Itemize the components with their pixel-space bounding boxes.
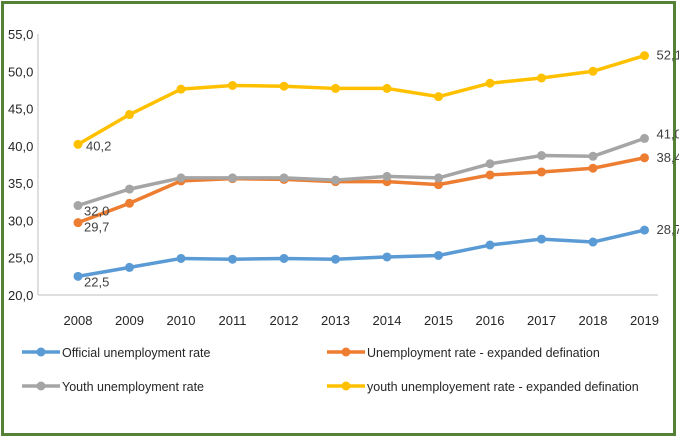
data-label: 22,5	[84, 274, 109, 289]
x-tick-label: 2008	[64, 313, 93, 328]
data-point	[382, 171, 392, 181]
data-label: 41,0	[657, 126, 680, 141]
y-tick-label: 25,0	[8, 251, 33, 266]
data-point	[485, 170, 495, 180]
x-tick-label: 2017	[527, 313, 556, 328]
x-tick-label: 2016	[476, 313, 505, 328]
data-point	[640, 51, 649, 61]
x-tick-label: 2014	[373, 313, 402, 328]
data-point	[279, 253, 289, 263]
x-tick-label: 2013	[321, 313, 350, 328]
data-point	[485, 240, 495, 250]
data-point	[176, 253, 186, 263]
data-label: 40,2	[86, 138, 111, 153]
series-line-4	[76, 53, 647, 147]
data-point	[588, 151, 598, 161]
legend-swatch-marker	[341, 381, 351, 391]
legend-label: Official unemployment rate	[62, 346, 210, 360]
data-point	[537, 234, 546, 244]
data-point	[125, 110, 134, 120]
x-tick-label: 2012	[270, 313, 299, 328]
legend-label: youth unemployement rate - expanded defi…	[367, 380, 639, 394]
legend-swatch-marker	[341, 347, 351, 357]
y-tick-label: 55,0	[8, 27, 33, 42]
x-tick-label: 2011	[219, 313, 247, 328]
x-tick-label: 2010	[167, 313, 196, 328]
data-point	[382, 83, 392, 93]
data-point	[228, 173, 237, 183]
data-point	[73, 271, 83, 281]
data-point	[125, 184, 134, 194]
data-point	[537, 73, 546, 83]
data-point	[176, 84, 186, 94]
x-tick-label: 2019	[630, 313, 659, 328]
data-label: 32,0	[84, 204, 109, 219]
data-point	[588, 237, 598, 247]
data-point	[485, 159, 495, 169]
data-point	[279, 173, 289, 183]
y-tick-label: 50,0	[8, 64, 33, 79]
data-point	[228, 254, 237, 264]
legend-swatch-marker	[36, 381, 46, 391]
y-tick-label: 35,0	[8, 176, 33, 191]
data-point	[640, 133, 649, 143]
data-point	[73, 139, 83, 149]
data-point	[331, 254, 340, 264]
x-tick-label: 2009	[115, 313, 144, 328]
data-point	[73, 201, 83, 211]
data-label: 52,1	[657, 48, 680, 63]
data-point	[640, 153, 649, 163]
y-tick-label: 20,0	[8, 288, 33, 303]
y-tick-label: 30,0	[8, 213, 33, 228]
data-point	[485, 78, 495, 88]
x-tick-label: 2018	[579, 313, 608, 328]
data-point	[228, 80, 237, 90]
data-point	[382, 252, 392, 262]
line-chart: 20,0 25,0 30,0 35,0 40,0 45,0 50,0 55,0 2008 2009…	[8, 27, 680, 394]
data-point	[434, 180, 443, 190]
data-point	[588, 66, 598, 76]
y-tick-label: 45,0	[8, 102, 33, 117]
legend-label: Youth unemployment rate	[62, 380, 204, 394]
data-point	[331, 83, 340, 93]
series-line-2	[76, 156, 647, 225]
legend-label: Unemployment rate - expanded defination	[367, 346, 600, 360]
data-point	[73, 218, 83, 228]
data-point	[125, 198, 134, 208]
data-point	[331, 175, 340, 185]
x-tick-label: 2015	[424, 313, 453, 328]
data-label: 38,4	[657, 150, 680, 165]
legend-swatch-marker	[36, 347, 46, 357]
data-point	[125, 262, 134, 272]
series-line-1	[76, 228, 647, 279]
y-tick-label: 40,0	[8, 139, 33, 154]
data-point	[434, 250, 443, 260]
data-point	[434, 173, 443, 183]
data-label: 29,7	[84, 220, 109, 235]
data-point	[588, 163, 598, 173]
data-point	[537, 151, 546, 161]
data-point	[537, 167, 546, 177]
data-point	[279, 81, 289, 91]
data-point	[640, 225, 649, 235]
data-label: 28,7	[657, 222, 680, 237]
data-point	[176, 173, 186, 183]
series-line-3	[76, 136, 647, 208]
data-point	[434, 92, 443, 102]
